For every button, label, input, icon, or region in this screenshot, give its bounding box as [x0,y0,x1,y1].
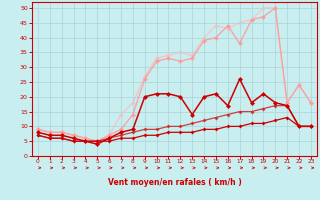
X-axis label: Vent moyen/en rafales ( km/h ): Vent moyen/en rafales ( km/h ) [108,178,241,187]
